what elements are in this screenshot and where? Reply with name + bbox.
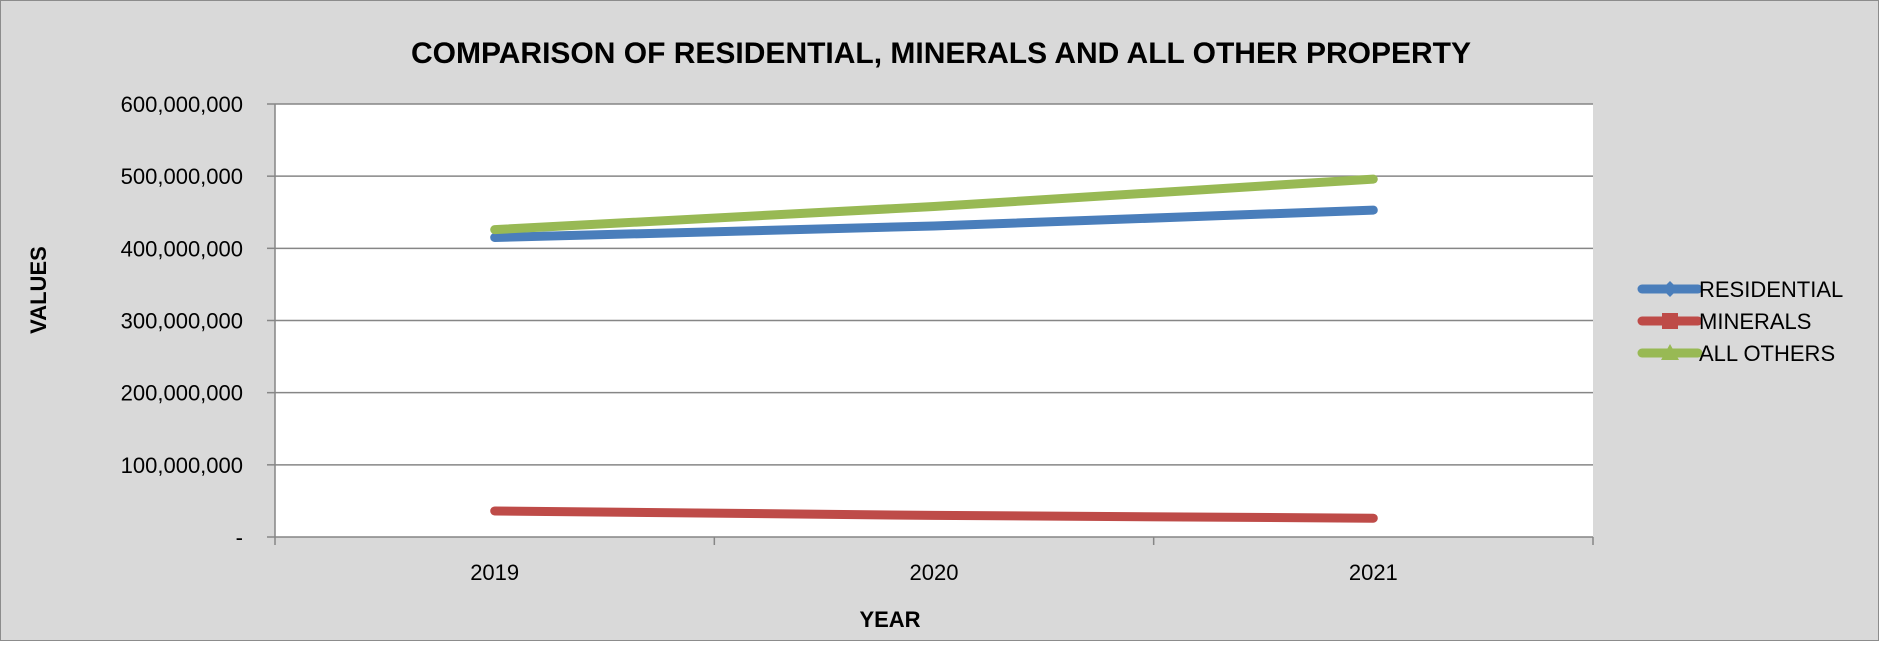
y-tick-label: 600,000,000 [121,92,243,117]
series-line-residential [490,205,1378,242]
y-tick-label: 300,000,000 [121,309,243,334]
y-tick-label: 100,000,000 [121,453,243,478]
axes: - 100,000,000 200,000,000 300,000,000 400,00… [121,92,1594,585]
legend-label-minerals: MINERALS [1699,309,1811,334]
series-line-minerals [490,506,1378,523]
gridlines [275,103,1593,466]
chart-title: COMPARISON OF RESIDENTIAL, MINERALS AND … [411,37,1471,70]
x-tick-label: 2020 [910,560,959,585]
series-lines [490,174,1378,523]
legend-label-residential: RESIDENTIAL [1699,277,1843,302]
legend-marker-diamond [1662,281,1678,297]
y-tick-label: 400,000,000 [121,236,243,261]
series-line-all-others [490,174,1378,235]
y-tick-label: 500,000,000 [121,164,243,189]
x-axis-title: YEAR [859,607,920,632]
y-tick-label: 200,000,000 [121,381,243,406]
legend: RESIDENTIAL MINERALS ALL OTHERS [1637,277,1843,366]
x-tick-label: 2019 [470,560,519,585]
legend-marker-square [1662,313,1678,329]
x-tick-label: 2021 [1349,560,1398,585]
y-tick-label: - [236,525,243,550]
y-axis-title: VALUES [26,246,51,334]
legend-label-all-others: ALL OTHERS [1699,341,1835,366]
legend-marker-triangle [1661,344,1679,360]
